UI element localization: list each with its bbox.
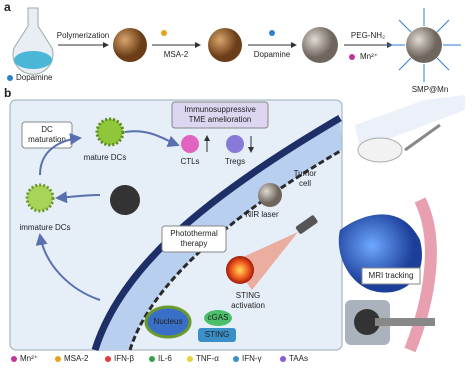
laser-label: NIR laser (245, 210, 279, 219)
product-label: SMP@Mn (412, 85, 449, 94)
flask (12, 7, 54, 75)
sting-activation-label: activation (231, 301, 265, 310)
immature-dc (25, 183, 55, 213)
box-label: TME amelioration (189, 115, 252, 124)
legend-marker (55, 356, 61, 362)
cgas-label: cGAS (208, 313, 229, 322)
legend-marker (280, 356, 286, 362)
legend-marker (187, 356, 193, 362)
tme-box (171, 101, 269, 129)
cell-label: Tregs (225, 157, 245, 166)
panel-label: a (4, 0, 11, 14)
mature-dc (95, 117, 125, 147)
legend-marker (105, 356, 111, 362)
box-label: Photothermal (170, 229, 218, 238)
box-label: Immunosuppressive (184, 105, 256, 114)
photothermal-box (161, 225, 227, 253)
step-label: Mn²⁺ (360, 52, 378, 61)
blood-vessel (404, 197, 437, 353)
mouse (357, 137, 403, 163)
step-label: Polymerization (57, 31, 109, 40)
legend-label: Mn²⁺ (20, 354, 38, 363)
syringe (404, 123, 441, 152)
cell-label: immature DCs (19, 223, 70, 232)
step-label: Dopamine (254, 50, 291, 59)
arrow (35, 233, 101, 301)
nanoparticle-cluster (110, 185, 140, 215)
panel-label: b (4, 86, 11, 100)
sting-activation-label: STING (236, 291, 260, 300)
dopamine-dot (7, 75, 13, 81)
smp-mn-particle (387, 8, 461, 82)
legend-marker (149, 356, 155, 362)
box-label: maturation (28, 135, 66, 144)
mri-label: MRI tracking (369, 271, 414, 280)
legend-marker (233, 356, 239, 362)
legend-label: TAAs (289, 354, 308, 363)
mri-bore (354, 309, 380, 335)
box-label: DC (41, 125, 53, 134)
arrow (39, 133, 82, 176)
legend-label: IFN-γ (242, 354, 262, 363)
particle (113, 28, 147, 62)
cell-label: mature DCs (84, 153, 127, 162)
ctl-cell (181, 135, 199, 153)
smp-particle (258, 183, 282, 207)
msa-dot (161, 30, 167, 36)
nucleus (144, 305, 192, 339)
sting-label: STING (205, 330, 229, 339)
treg-cell (226, 135, 244, 153)
flask-label: Dopamine (16, 73, 53, 82)
cell-label: CTLs (180, 157, 199, 166)
arrow (55, 191, 101, 204)
nucleus-label: Nucleus (154, 317, 183, 326)
mn-dot (349, 54, 355, 60)
legend-label: MSA-2 (64, 354, 89, 363)
inner-membrane (128, 148, 343, 351)
panel-b-frame (9, 99, 343, 351)
step-label: PEG-NH₂ (351, 31, 385, 40)
arrow (124, 130, 180, 148)
sting-box (198, 328, 236, 342)
legend-marker (11, 356, 17, 362)
cgas-shape (204, 310, 232, 326)
mri-box (361, 267, 421, 285)
mri-bed (375, 318, 435, 326)
legend-label: TNF-α (196, 354, 219, 363)
step-label: MSA-2 (164, 50, 189, 59)
legend: Mn²⁺ MSA-2 IFN-β IL-6 TNF-α IFN-γ TAAs (11, 354, 308, 363)
particle (208, 28, 242, 62)
particle (302, 27, 338, 63)
legend-label: IL-6 (158, 354, 172, 363)
tumor-label: cell (299, 179, 311, 188)
legend-label: IFN-β (114, 354, 135, 363)
zoom-cone (355, 95, 465, 150)
tumor-label: Tumor (294, 169, 317, 178)
box-label: therapy (181, 239, 208, 248)
heated-particle (226, 256, 254, 284)
laser-device (295, 215, 318, 234)
dopamine-dot (269, 30, 275, 36)
